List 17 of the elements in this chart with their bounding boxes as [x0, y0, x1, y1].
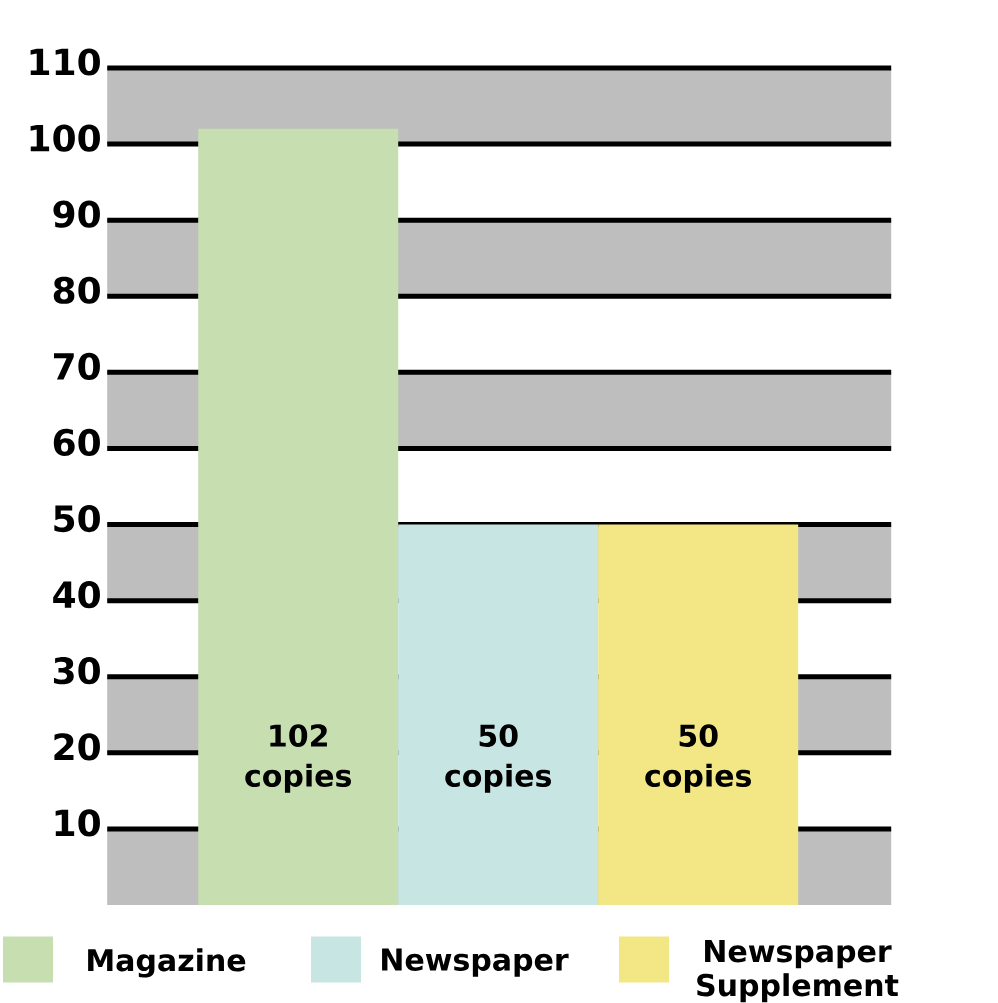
y-tick-label: 20	[54, 733, 100, 761]
y-tick-label: 60	[53, 428, 100, 457]
legend-label: Magazine	[88, 948, 246, 978]
data-label: 102 copies	[245, 724, 351, 793]
y-tick-label: 70	[53, 352, 100, 380]
data-label: 50 copies	[445, 724, 551, 793]
legend-label: Newspaper	[381, 948, 569, 977]
y-tick-label: 90	[53, 200, 100, 228]
legend-label: Newspaper Supplement	[697, 940, 899, 1003]
data-label: 50 copies	[645, 724, 751, 793]
y-tick-label: 30	[53, 657, 100, 685]
y-tick-label: 50	[54, 504, 100, 533]
y-tick-label: 10	[55, 809, 100, 837]
y-tick-label: 80	[53, 276, 100, 304]
y-tick-label: 100	[30, 124, 100, 152]
y-tick-label: 40	[53, 581, 100, 609]
y-tick-label: 110	[30, 48, 100, 76]
